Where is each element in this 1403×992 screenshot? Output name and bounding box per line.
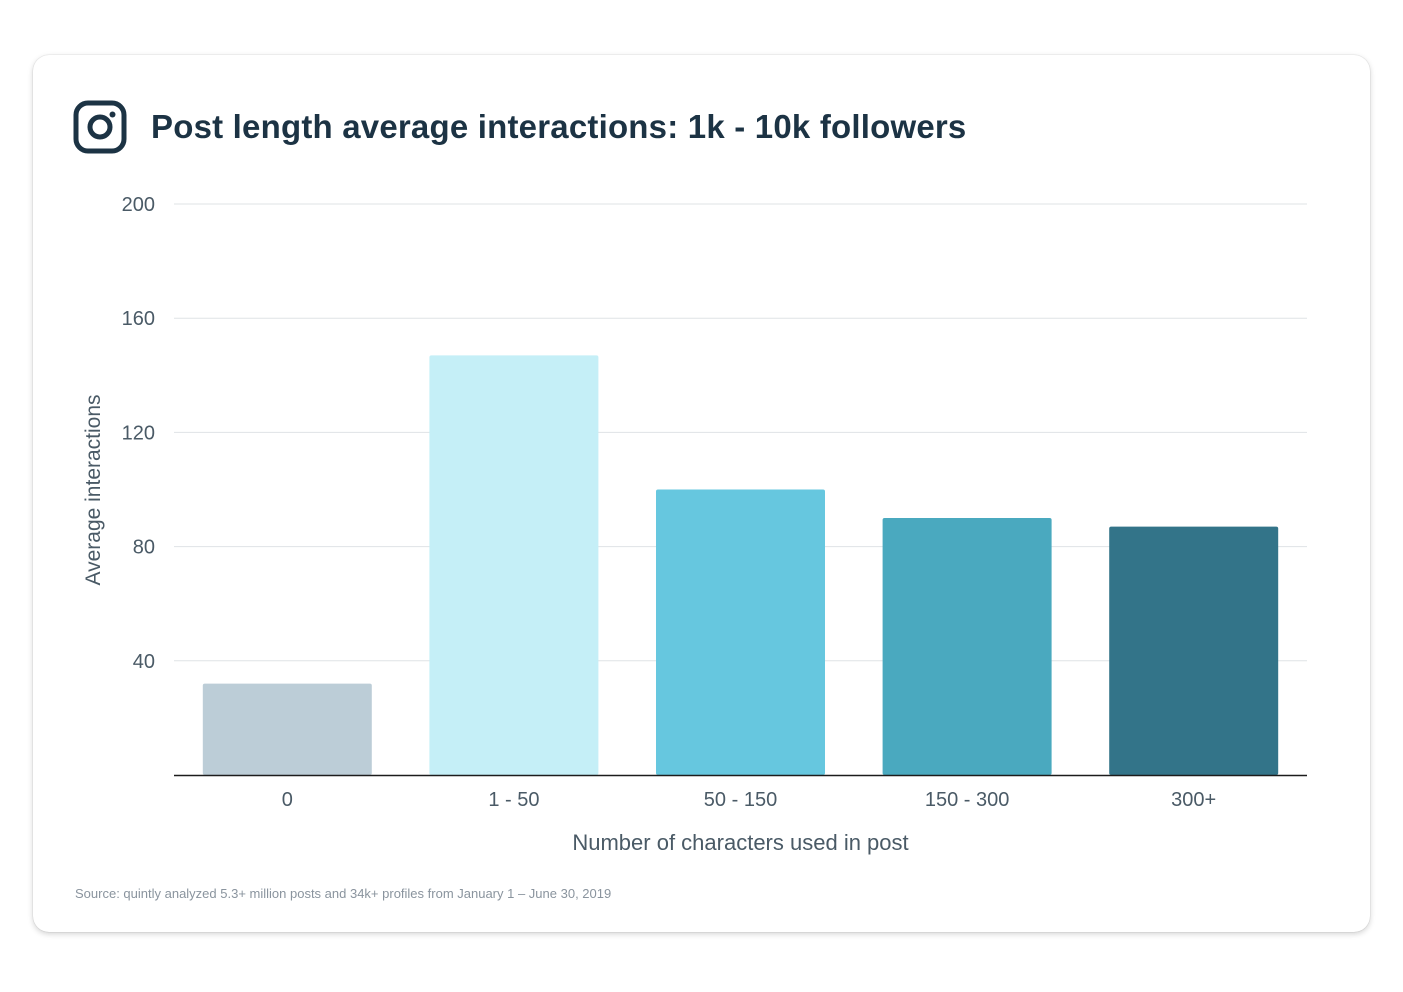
y-tick-label: 120 [122, 422, 155, 444]
x-tick-label: 50 - 150 [704, 789, 777, 811]
bar [656, 489, 825, 775]
bars [202, 355, 1279, 775]
bar [429, 355, 599, 775]
chart-header: Post length average interactions: 1k - 1… [73, 99, 966, 155]
y-axis-label: Average interactions [82, 394, 105, 585]
y-axis-ticks: 40 80 120 160 200 [122, 194, 155, 673]
x-tick-label: 300+ [1171, 789, 1216, 811]
y-tick-label: 200 [122, 194, 155, 216]
bar [202, 683, 372, 775]
instagram-icon [73, 100, 127, 154]
x-tick-label: 150 - 300 [925, 789, 1010, 811]
x-axis-label: Number of characters used in post [572, 830, 908, 855]
bar [882, 518, 1052, 775]
x-axis-ticks: 0 1 - 50 50 - 150 150 - 300 300+ [282, 789, 1216, 811]
source-note: Source: quintly analyzed 5.3+ million po… [75, 886, 612, 901]
bar [1109, 526, 1279, 775]
y-tick-label: 80 [133, 537, 155, 559]
chart-card: Post length average interactions: 1k - 1… [33, 55, 1370, 932]
x-tick-label: 1 - 50 [488, 789, 539, 811]
bar-chart: 40 80 120 160 200 0 1 - 50 50 - 150 150 - 300 30… [82, 194, 1307, 855]
y-tick-label: 40 [133, 651, 155, 673]
x-tick-label: 0 [282, 789, 293, 811]
chart-title: Post length average interactions: 1k - 1… [151, 108, 967, 145]
y-tick-label: 160 [122, 308, 155, 330]
